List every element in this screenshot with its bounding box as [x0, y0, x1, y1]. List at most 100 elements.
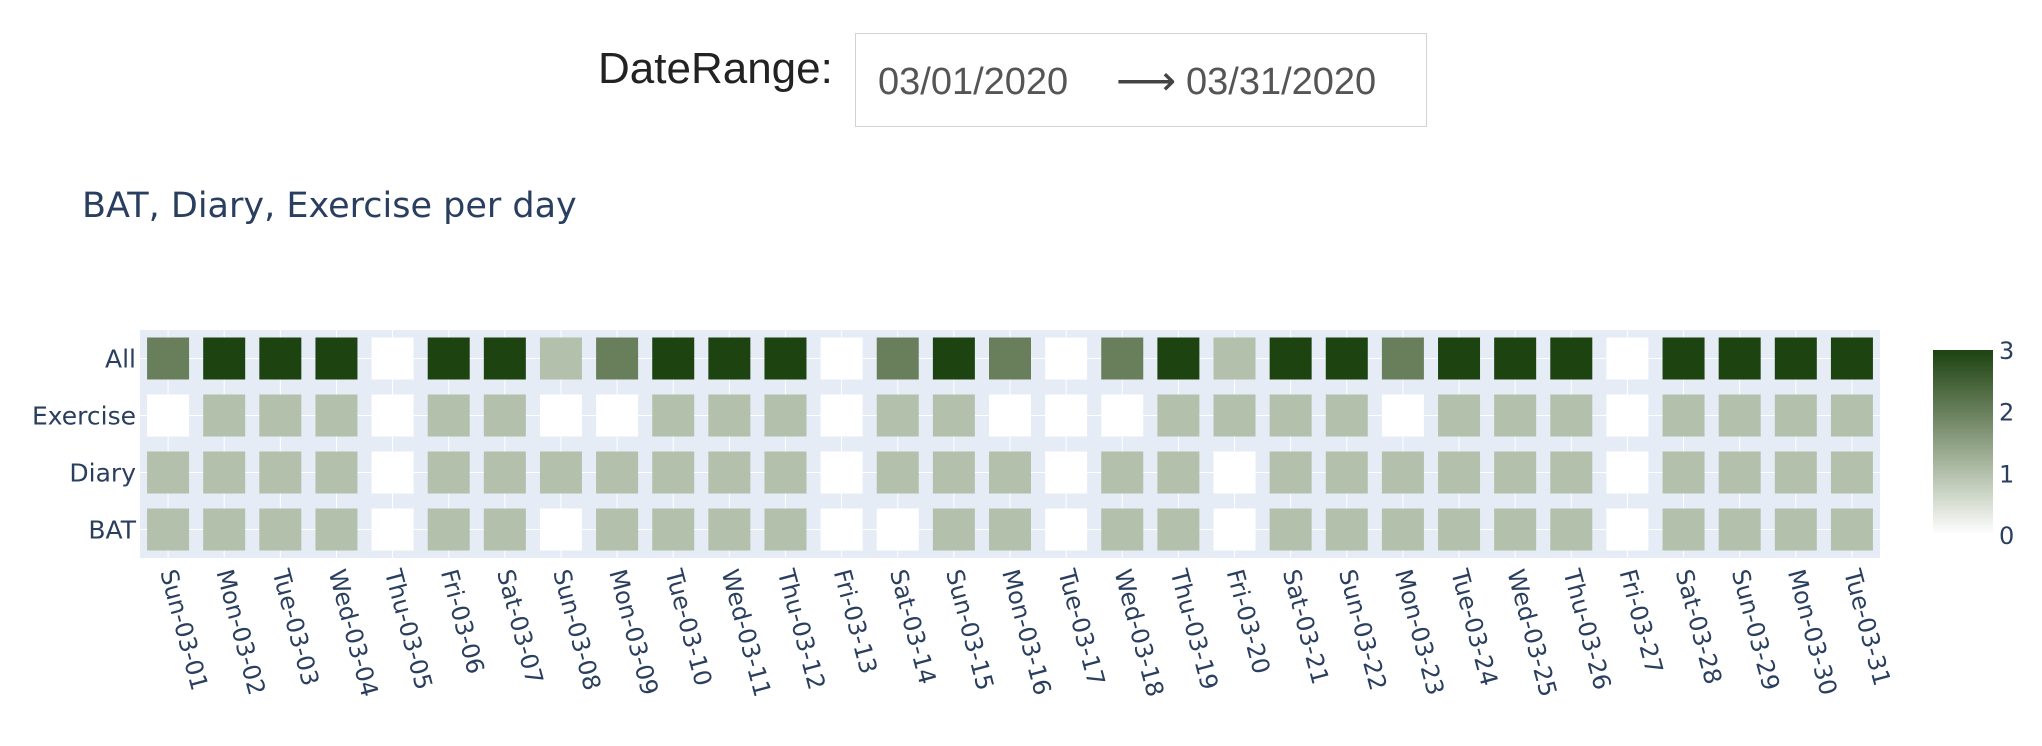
heatmap-cell	[1830, 394, 1873, 437]
heatmap-cell	[1774, 451, 1817, 494]
x-tick-label: Tue-03-10	[659, 565, 717, 689]
heatmap-cell	[764, 337, 807, 380]
date-range-label: DateRange:	[598, 44, 833, 93]
heatmap-cell	[989, 451, 1031, 494]
start-date-input[interactable]: 03/01/2020	[878, 61, 1069, 103]
heatmap-cell	[1157, 451, 1200, 494]
colorbar-tick-label: 3	[1999, 337, 2014, 365]
heatmap-cell	[427, 394, 470, 437]
heatmap-cell	[1718, 394, 1761, 437]
y-tick-label: Exercise	[32, 402, 136, 431]
heatmap-cell	[989, 508, 1031, 551]
heatmap-cells	[147, 337, 1873, 551]
x-tick-label: Sun-03-22	[1333, 566, 1392, 693]
heatmap-cell	[1101, 394, 1144, 437]
x-tick-label: Sun-03-15	[940, 566, 999, 693]
x-tick-label: Thu-03-05	[379, 565, 438, 692]
y-tick-label: All	[105, 345, 136, 374]
date-range-picker[interactable]: 03/01/2020 ⟶ 03/31/2020	[855, 33, 1427, 127]
colorbar-tick-label: 1	[1999, 460, 2014, 488]
heatmap-cell	[1045, 394, 1088, 437]
heatmap-cell	[1213, 508, 1256, 551]
x-tick-label: Thu-03-12	[771, 565, 830, 692]
x-tick-label: Mon-03-09	[603, 566, 663, 698]
heatmap-cell	[427, 508, 470, 551]
heatmap-cell	[539, 508, 582, 551]
x-tick-label: Sat-03-28	[1670, 566, 1728, 687]
heatmap-cell	[1662, 337, 1705, 380]
heatmap-cell	[708, 508, 751, 551]
arrow-right-icon: ⟶	[1116, 57, 1177, 104]
heatmap-cell	[203, 451, 246, 494]
heatmap-cell	[764, 508, 807, 551]
heatmap-cell	[1830, 451, 1873, 494]
heatmap-cell	[596, 337, 639, 380]
x-tick-label: Sun-03-01	[154, 566, 213, 693]
heatmap-cell	[1662, 508, 1705, 551]
heatmap-cell	[1774, 394, 1817, 437]
heatmap-cell	[1213, 394, 1256, 437]
heatmap-cell	[1718, 508, 1761, 551]
heatmap-cell	[1381, 508, 1424, 551]
colorbar-tick-label: 2	[1999, 399, 2014, 427]
heatmap-cell	[1550, 508, 1593, 551]
x-tick-label: Sat-03-07	[491, 566, 549, 687]
x-tick-label: Wed-03-25	[1501, 566, 1562, 700]
heatmap-cell	[820, 451, 863, 494]
heatmap-cell	[203, 337, 246, 380]
heatmap-cell	[315, 394, 358, 437]
heatmap-cell	[1494, 508, 1537, 551]
heatmap-cell	[1774, 508, 1817, 551]
x-tick-label: Tue-03-31	[1838, 565, 1896, 689]
heatmap-cell	[652, 451, 695, 494]
x-tick-label: Sun-03-29	[1726, 566, 1785, 693]
y-axis-labels: All Exercise Diary BAT	[32, 345, 137, 545]
heatmap-cell	[652, 394, 695, 437]
heatmap-cell	[1550, 394, 1593, 437]
colorbar	[1933, 350, 1993, 535]
heatmap-cell	[539, 451, 582, 494]
heatmap-cell	[203, 394, 246, 437]
heatmap-cell	[932, 451, 975, 494]
heatmap-cell	[147, 394, 190, 437]
heatmap-cell	[1325, 394, 1368, 437]
x-tick-label: Wed-03-18	[1108, 566, 1169, 700]
heatmap-cell	[315, 337, 358, 380]
heatmap-cell	[371, 508, 414, 551]
heatmap-cell	[483, 451, 526, 494]
heatmap-cell	[427, 451, 470, 494]
heatmap-cell	[1606, 337, 1649, 380]
heatmap-cell	[1325, 508, 1368, 551]
x-tick-label: Fri-03-27	[1614, 566, 1669, 677]
x-tick-label: Wed-03-04	[323, 566, 384, 700]
heatmap-cell	[1101, 451, 1144, 494]
heatmap-cell	[1381, 451, 1424, 494]
end-date-input[interactable]: 03/31/2020	[1186, 61, 1377, 103]
heatmap-cell	[427, 337, 470, 380]
heatmap-cell	[1325, 451, 1368, 494]
heatmap-cell	[1438, 337, 1481, 380]
heatmap-cell	[1157, 508, 1200, 551]
x-tick-label: Fri-03-20	[1221, 566, 1276, 677]
heatmap-cell	[483, 337, 526, 380]
heatmap-cell	[1045, 337, 1088, 380]
heatmap-cell	[820, 394, 863, 437]
x-tick-label: Thu-03-26	[1557, 565, 1616, 692]
x-tick-label: Sun-03-08	[547, 566, 606, 693]
heatmap-cell	[1157, 394, 1200, 437]
heatmap-cell	[1438, 394, 1481, 437]
heatmap-cell	[596, 394, 639, 437]
heatmap-cell	[652, 508, 695, 551]
heatmap-cell	[371, 394, 414, 437]
x-tick-label: Mon-03-23	[1389, 566, 1449, 698]
heatmap-cell	[876, 394, 919, 437]
heatmap-cell	[876, 451, 919, 494]
heatmap-cell	[1157, 337, 1200, 380]
heatmap-cell	[203, 508, 246, 551]
x-tick-label: Tue-03-24	[1445, 565, 1503, 689]
heatmap-cell	[1213, 337, 1256, 380]
heatmap-cell	[932, 508, 975, 551]
x-tick-label: Mon-03-16	[996, 566, 1056, 698]
heatmap-cell	[147, 508, 190, 551]
heatmap-cell	[1381, 394, 1424, 437]
